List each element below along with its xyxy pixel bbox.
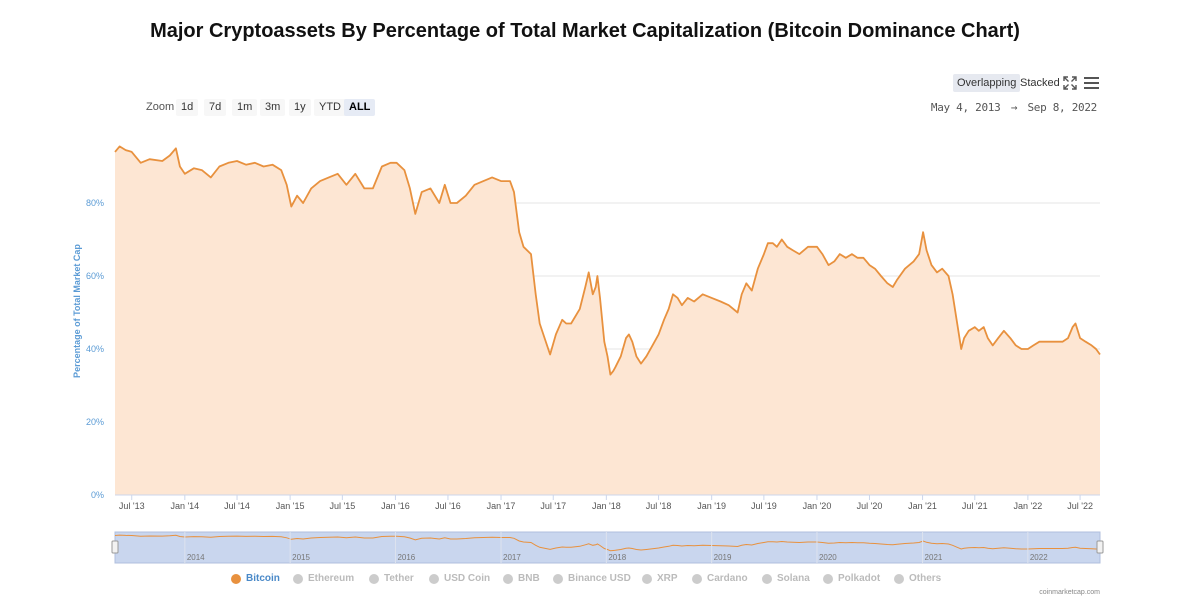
legend-dot-icon [231,573,241,584]
x-tick-label: Jan '20 [803,501,832,511]
legend-item-binance-usd[interactable]: Binance USD [553,573,631,584]
navigator-tick-label: 2015 [292,553,310,562]
legend-item-ethereum[interactable]: Ethereum [293,573,354,584]
x-tick-label: Jan '17 [487,501,516,511]
legend-item-tether[interactable]: Tether [369,573,414,584]
range-from[interactable]: May 4, 2013 [930,101,1001,114]
legend-item-bnb[interactable]: BNB [503,573,540,584]
zoom-7d-button[interactable]: 7d [204,99,227,116]
legend-label: XRP [657,573,678,584]
navigator-tick-label: 2017 [503,553,521,562]
navigator-tick-label: 2018 [608,553,626,562]
zoom-1d-button[interactable]: 1d [176,99,199,116]
legend-dot-icon [823,573,833,584]
legend-dot-icon [293,573,303,584]
legend-dot-icon [642,573,652,584]
zoom-1m-button[interactable]: 1m [232,99,258,116]
y-tick-label: 60% [86,271,104,281]
legend-dot-icon [369,573,379,584]
zoom-3m-button[interactable]: 3m [260,99,286,116]
legend-item-bitcoin[interactable]: Bitcoin [231,573,280,584]
credit-link[interactable]: coinmarketcap.com [1039,589,1100,596]
legend-label: Cardano [707,573,748,584]
range-to[interactable]: Sep 8, 2022 [1027,101,1097,114]
fullscreen-icon[interactable] [1063,76,1077,90]
date-range[interactable]: May 4, 2013 → Sep 8, 2022 [930,101,1097,114]
x-tick-label: Jul '18 [646,501,672,511]
navigator-tick-label: 2022 [1030,553,1048,562]
legend-label: Tether [384,573,414,584]
x-tick-label: Jul '20 [857,501,883,511]
legend-item-others[interactable]: Others [894,573,941,584]
legend-item-usd-coin[interactable]: USD Coin [429,573,490,584]
legend-item-polkadot[interactable]: Polkadot [823,573,880,584]
x-tick-label: Jan '14 [170,501,199,511]
y-axis-ticks: 0% 20% 40% 60% 80% [86,198,104,500]
navigator-left-handle [111,540,119,554]
x-tick-label: Jul '21 [962,501,988,511]
chart-title: Major Cryptoassets By Percentage of Tota… [150,20,1020,42]
legend-dot-icon [553,573,563,584]
x-tick-label: Jul '16 [435,501,461,511]
y-tick-label: 80% [86,198,104,208]
legend-dot-icon [894,573,904,584]
x-tick-label: Jul '15 [329,501,355,511]
x-tick-label: Jan '19 [697,501,726,511]
bitcoin-area [115,146,1100,495]
legend-label: BNB [518,573,540,584]
y-tick-label: 0% [91,490,104,500]
legend-item-cardano[interactable]: Cardano [692,573,748,584]
navigator-tick-label: 2014 [187,553,205,562]
legend-label: Ethereum [308,573,355,584]
hamburger-menu-icon[interactable] [1084,77,1099,89]
stacked-toggle[interactable]: Stacked [1020,77,1060,89]
navigator-tick-label: 2020 [819,553,837,562]
navigator-right-handle [1096,540,1104,554]
navigator-tick-label: 2016 [397,553,415,562]
navigator-tick-label: 2019 [714,553,732,562]
y-tick-label: 40% [86,344,104,354]
zoom-ytd-button[interactable]: YTD [314,99,346,116]
legend-item-solana[interactable]: Solana [762,573,810,584]
x-tick-label: Jan '15 [276,501,305,511]
zoom-label: Zoom [146,101,175,113]
legend-label: Others [909,573,942,584]
legend-dot-icon [429,573,439,584]
x-tick-label: Jan '16 [381,501,410,511]
y-tick-label: 20% [86,417,104,427]
legend-item-xrp[interactable]: XRP [642,573,678,584]
legend-dot-icon [503,573,513,584]
zoom-1y-button[interactable]: 1y [289,99,311,116]
navigator-ticks: 2014 2015 2016 2017 2018 2019 2020 2021 2022 [184,532,1048,563]
legend-label: Solana [777,573,810,584]
legend-label: Bitcoin [246,573,280,584]
range-arrow: → [1010,101,1018,114]
legend-label: USD Coin [444,573,491,584]
legend-dot-icon [762,573,772,584]
zoom-all-button[interactable]: ALL [344,99,376,116]
legend-dot-icon [692,573,702,584]
navigator-tick-label: 2021 [925,553,943,562]
x-tick-label: Jan '18 [592,501,621,511]
legend-label: Binance USD [568,573,631,584]
navigator: 2014 2015 2016 2017 2018 2019 2020 2021 2022 [111,531,1104,564]
x-tick-label: Jul '14 [224,501,250,511]
x-tick-label: Jul '17 [540,501,566,511]
x-tick-label: Jul '19 [751,501,777,511]
navigator-line [114,534,1101,552]
x-axis-ticks: Jul '13 Jan '14 Jul '14 Jan '15 Jul '15 Jan '… [119,495,1093,511]
bitcoin-line [114,145,1101,376]
x-tick-label: Jan '21 [908,501,937,511]
legend-label: Polkadot [838,573,881,584]
x-tick-label: Jul '22 [1067,501,1093,511]
y-axis-label: Percentage of Total Market Cap [72,244,82,378]
overlapping-toggle[interactable]: Overlapping [953,74,1021,92]
x-tick-label: Jan '22 [1013,501,1042,511]
x-tick-label: Jul '13 [119,501,145,511]
